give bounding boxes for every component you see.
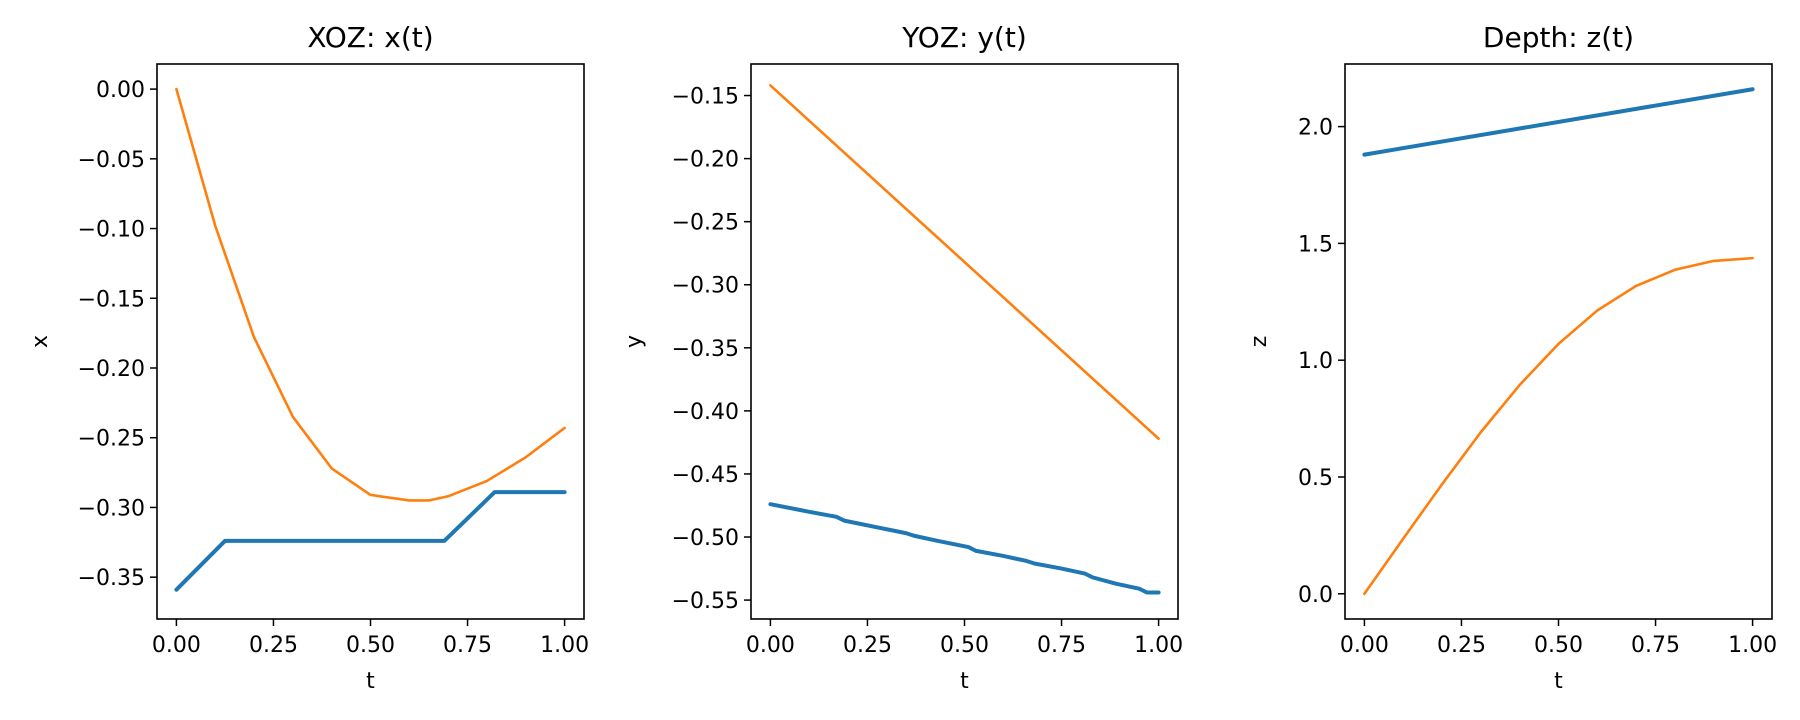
x-tick-label: 1.00 <box>1134 633 1183 658</box>
x-tick-label: 0.00 <box>746 633 795 658</box>
plot-frame <box>1344 63 1773 620</box>
tick-layer: 0.00 0.25 0.50 0.75 1.00 −0.55 −0.50 −0.45 −0.40… <box>672 85 1184 658</box>
y-axis-label: y <box>622 335 647 348</box>
tick-layer: 0.00 0.25 0.50 0.75 1.00 −0.35 −0.30 −0.25 −0.20… <box>78 78 590 658</box>
x-tick-label: 0.00 <box>1340 633 1389 658</box>
x-axis-label: t <box>366 669 375 694</box>
tick-layer: 0.00 0.25 0.50 0.75 1.00 0.0 0.5 1.0 1.5 2.0 <box>1298 116 1777 658</box>
x-axis-label: t <box>960 669 969 694</box>
series-line-1 <box>1362 87 1755 157</box>
panel-title: XOZ: x(t) <box>307 21 433 54</box>
series-line-2 <box>769 84 1160 440</box>
y-tick-label: 1.0 <box>1298 349 1333 374</box>
y-tick-label: −0.30 <box>672 274 739 299</box>
x-tick-label: 0.75 <box>443 633 492 658</box>
y-tick-label: 0.00 <box>96 78 145 103</box>
x-tick-label: 0.50 <box>1534 633 1583 658</box>
series-line-1 <box>174 490 567 592</box>
y-tick-label: 2.0 <box>1298 116 1333 141</box>
series-layer <box>1362 87 1755 596</box>
panel-xoz: XOZ: x(t) t x 0.00 0.25 0.50 0.75 1.00 −0.35 −… <box>28 21 589 694</box>
series-line-2 <box>175 87 566 502</box>
y-tick-label: 1.5 <box>1298 232 1333 257</box>
x-tick-label: 0.75 <box>1631 633 1680 658</box>
y-tick-label: −0.25 <box>672 211 739 236</box>
x-tick-label: 0.00 <box>152 633 201 658</box>
x-axis-label: t <box>1554 669 1563 694</box>
y-tick-label: −0.10 <box>78 218 145 243</box>
plot-frame <box>156 63 585 620</box>
panel-yoz: YOZ: y(t) t y 0.00 0.25 0.50 0.75 1.00 −0.55 −… <box>622 21 1183 694</box>
series-line-2 <box>1363 256 1754 596</box>
y-tick-label: −0.45 <box>672 463 739 488</box>
panel-depth: Depth: z(t) t z 0.00 0.25 0.50 0.75 1.000.00… <box>1247 21 1777 694</box>
x-tick-label: 1.00 <box>540 633 589 658</box>
y-tick-label: −0.05 <box>78 148 145 173</box>
x-tick-label: 0.25 <box>1437 633 1486 658</box>
y-tick-label: −0.40 <box>672 400 739 425</box>
y-tick-label: −0.55 <box>672 589 739 614</box>
y-tick-label: −0.35 <box>78 566 145 591</box>
x-tick-label: 0.75 <box>1037 633 1086 658</box>
y-tick-label: −0.35 <box>672 337 739 362</box>
y-tick-label: −0.15 <box>672 85 739 110</box>
y-tick-label: 0.5 <box>1298 466 1333 491</box>
x-tick-label: 1.00 <box>1728 633 1777 658</box>
y-tick-label: −0.15 <box>78 287 145 312</box>
y-tick-label: 0.0 <box>1298 583 1333 608</box>
x-tick-label: 0.50 <box>940 633 989 658</box>
series-line-1 <box>768 502 1161 595</box>
y-axis-label: x <box>28 335 53 348</box>
series-layer <box>768 84 1161 595</box>
panel-title: Depth: z(t) <box>1483 21 1634 54</box>
x-tick-label: 0.25 <box>249 633 298 658</box>
y-tick-label: −0.20 <box>78 357 145 382</box>
plot-frame <box>750 63 1179 620</box>
panel-title: YOZ: y(t) <box>901 21 1027 54</box>
y-tick-label: −0.50 <box>672 526 739 551</box>
y-tick-label: −0.20 <box>672 148 739 173</box>
x-tick-label: 0.25 <box>843 633 892 658</box>
series-layer <box>174 87 567 592</box>
y-tick-label: −0.30 <box>78 496 145 521</box>
x-tick-label: 0.50 <box>346 633 395 658</box>
y-axis-label: z <box>1247 336 1272 348</box>
y-tick-label: −0.25 <box>78 427 145 452</box>
